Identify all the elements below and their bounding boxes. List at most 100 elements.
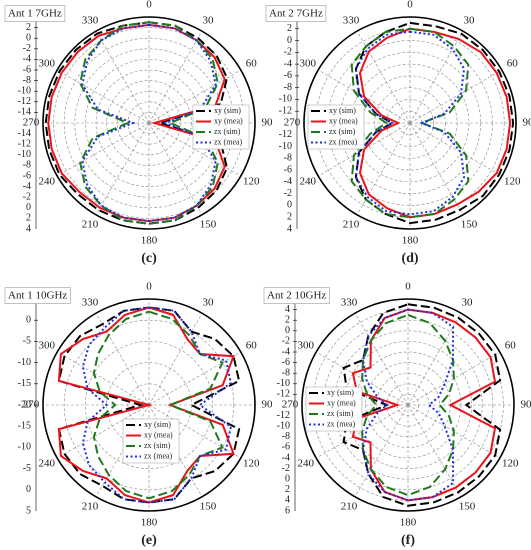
theta-tick-label: 270 bbox=[284, 117, 301, 129]
theta-tick-label: 330 bbox=[82, 296, 99, 308]
pattern-curve bbox=[361, 313, 455, 497]
r-tick-label: -6 bbox=[282, 357, 290, 368]
title-box bbox=[4, 5, 66, 22]
theta-tick-label: 90 bbox=[523, 117, 531, 129]
grid-spoke bbox=[148, 351, 241, 406]
theta-tick-label: 120 bbox=[504, 176, 521, 188]
theta-tick-label: 240 bbox=[298, 458, 315, 470]
theta-tick-label: 240 bbox=[300, 176, 317, 188]
r-tick-label: -15 bbox=[18, 420, 31, 431]
legend-label: xy (mea) bbox=[144, 430, 173, 439]
r-tick-label: -4 bbox=[282, 346, 290, 357]
grid-spoke bbox=[148, 69, 241, 124]
pattern-curve bbox=[354, 30, 466, 216]
outer-ring bbox=[42, 16, 256, 230]
r-tick-label: 4 bbox=[287, 223, 292, 234]
theta-tick-label: 120 bbox=[502, 458, 519, 470]
pattern-curve bbox=[81, 306, 233, 504]
r-tick-label: -2 bbox=[23, 43, 31, 54]
grid-spoke bbox=[409, 69, 502, 124]
r-tick-label: -4 bbox=[23, 54, 31, 65]
grid-circle bbox=[85, 341, 213, 469]
legend-label: zx (sim) bbox=[329, 127, 356, 136]
r-tick-label: -8 bbox=[282, 431, 290, 442]
theta-tick-label: 210 bbox=[82, 219, 99, 231]
theta-tick-label: 330 bbox=[341, 296, 358, 308]
legend-label: zx (mea) bbox=[144, 451, 173, 460]
theta-tick-label: 240 bbox=[39, 458, 56, 470]
r-tick-label: 6 bbox=[285, 505, 290, 516]
r-tick-label: 2 bbox=[287, 212, 292, 223]
panel-title: Ant 2 7GHz bbox=[269, 8, 323, 20]
pattern-curve bbox=[57, 306, 241, 504]
r-tick-label: -12 bbox=[18, 96, 31, 107]
legend-label: xy (mea) bbox=[327, 398, 356, 407]
grid-spoke bbox=[95, 122, 150, 215]
legend-label: zx (mea) bbox=[329, 137, 358, 146]
legend-label: zx (sim) bbox=[214, 127, 241, 136]
r-tick-label: -8 bbox=[282, 367, 290, 378]
grid-circle bbox=[386, 99, 434, 147]
r-tick-label: -10 bbox=[279, 141, 292, 152]
outer-ring bbox=[303, 16, 517, 230]
r-tick-label: -4 bbox=[284, 176, 292, 187]
grid-spoke bbox=[409, 122, 464, 215]
legend-label: zx (mea) bbox=[327, 419, 356, 428]
panel-title: Ant 1 7GHz bbox=[8, 8, 62, 20]
theta-tick-label: 210 bbox=[82, 501, 99, 513]
grid-spoke bbox=[409, 122, 502, 177]
r-tick-label: -4 bbox=[282, 452, 290, 463]
legend-label: xy (mea) bbox=[329, 116, 358, 125]
legend-label: xy (sim) bbox=[144, 420, 171, 429]
title-box bbox=[265, 5, 327, 22]
theta-tick-label: 30 bbox=[203, 14, 215, 26]
theta-tick-label: 270 bbox=[282, 399, 299, 411]
theta-tick-label: 150 bbox=[200, 501, 217, 513]
r-tick-label: 0 bbox=[26, 202, 31, 213]
theta-tick-label: 180 bbox=[402, 235, 419, 247]
grid-spoke bbox=[95, 313, 150, 406]
r-tick-label: -12 bbox=[18, 138, 31, 149]
theta-tick-label: 60 bbox=[246, 58, 258, 70]
grid-spoke bbox=[409, 31, 464, 124]
r-tick-label: -20 bbox=[18, 399, 31, 410]
grid-spoke bbox=[57, 122, 150, 177]
legend-label: xy (sim) bbox=[329, 106, 356, 115]
r-tick-label: 2 bbox=[287, 23, 292, 34]
r-tick-label: 2 bbox=[26, 22, 31, 33]
r-tick-label: -14 bbox=[18, 107, 31, 118]
grid-spoke bbox=[356, 122, 411, 215]
panel-caption: (f) bbox=[401, 533, 415, 548]
grid-spoke bbox=[95, 31, 150, 124]
theta-tick-label: 210 bbox=[341, 501, 358, 513]
r-tick-label: 0 bbox=[26, 484, 31, 495]
theta-tick-label: 150 bbox=[200, 219, 217, 231]
pattern-curve bbox=[81, 23, 217, 223]
r-tick-label: -6 bbox=[23, 170, 31, 181]
grid-spoke bbox=[57, 69, 150, 124]
grid-spoke bbox=[57, 404, 150, 459]
grid-spoke bbox=[148, 122, 203, 215]
title-box bbox=[4, 287, 71, 304]
theta-tick-label: 330 bbox=[82, 14, 99, 26]
r-tick-label: -10 bbox=[18, 85, 31, 96]
theta-tick-label: 180 bbox=[141, 517, 158, 529]
panel-caption: (c) bbox=[141, 251, 157, 266]
r-tick-label: 2 bbox=[285, 314, 290, 325]
theta-tick-label: 0 bbox=[146, 281, 152, 293]
r-tick-label: -12 bbox=[277, 410, 290, 421]
r-tick-label: -8 bbox=[284, 82, 292, 93]
r-tick-label: -12 bbox=[277, 389, 290, 400]
pattern-curve bbox=[350, 27, 470, 219]
theta-tick-label: 180 bbox=[400, 517, 417, 529]
r-tick-label: -10 bbox=[277, 420, 290, 431]
r-tick-label: 0 bbox=[287, 35, 292, 46]
theta-tick-label: 90 bbox=[262, 399, 274, 411]
r-tick-label: -4 bbox=[284, 58, 292, 69]
grid-spoke bbox=[354, 313, 409, 406]
r-tick-label: 0 bbox=[26, 314, 31, 325]
r-tick-label: -2 bbox=[282, 336, 290, 347]
pattern-curve bbox=[358, 27, 512, 219]
r-tick-label: 0 bbox=[287, 200, 292, 211]
grid-circle bbox=[350, 63, 470, 183]
